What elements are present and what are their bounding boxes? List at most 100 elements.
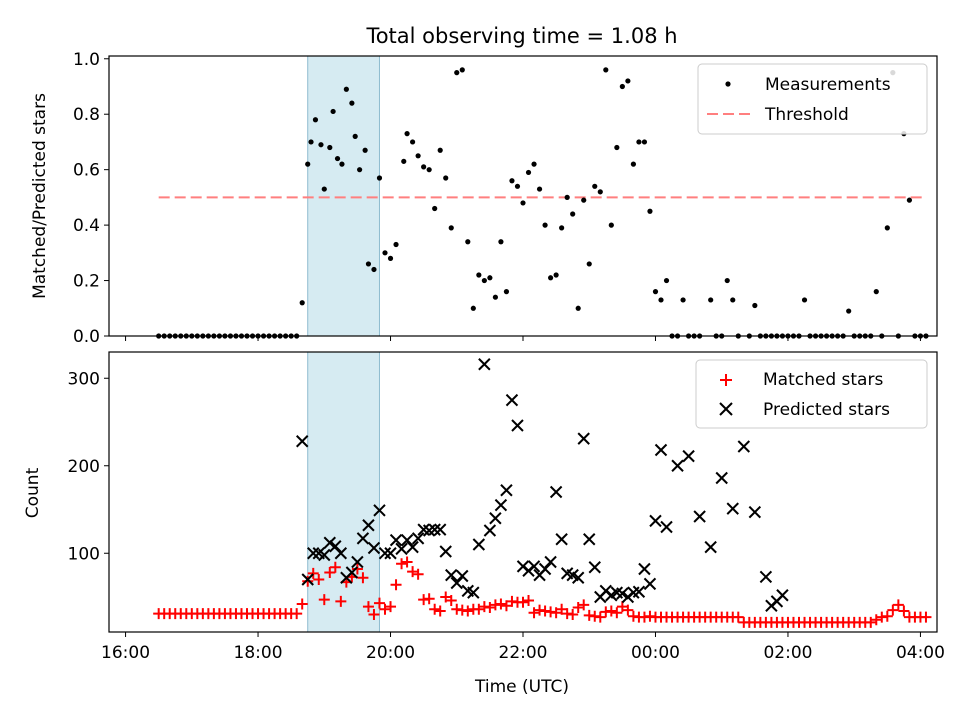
predicted-star-point xyxy=(654,443,668,457)
legend-predicted-marker xyxy=(719,402,733,416)
predicted-star-point xyxy=(555,533,568,546)
predicted-star-point xyxy=(649,514,662,528)
measurement-point xyxy=(492,294,498,300)
predicted-star-point xyxy=(577,432,590,445)
top-measurement-points xyxy=(156,67,929,339)
bottom-panel: 100 200 300 16:00 18:00 20:00 22:00 00:00 02:00… xyxy=(23,351,945,697)
measurement-point xyxy=(415,153,421,159)
measurement-point xyxy=(349,100,355,106)
matched-star-point xyxy=(523,595,535,606)
matched-star-point xyxy=(307,567,319,579)
measurement-point xyxy=(421,164,427,170)
measurement-point xyxy=(658,297,664,303)
bottom-x-tick-label: 20:00 xyxy=(366,643,415,663)
measurement-point xyxy=(321,186,327,192)
measurement-point xyxy=(542,222,548,228)
matched-star-point xyxy=(373,597,385,609)
measurement-point xyxy=(873,289,879,295)
predicted-star-point xyxy=(500,484,513,497)
predicted-star-point xyxy=(726,502,739,515)
measurement-point xyxy=(559,225,565,231)
legend-matched-marker xyxy=(720,374,732,386)
predicted-star-point xyxy=(544,555,557,569)
predicted-star-point xyxy=(351,555,364,569)
predicted-star-point xyxy=(704,540,717,554)
predicted-star-point xyxy=(660,520,673,534)
top-y-tick-label: 1.0 xyxy=(73,50,100,70)
measurement-point xyxy=(339,161,345,167)
matched-star-point xyxy=(556,603,568,615)
predicted-star-point xyxy=(411,532,425,545)
matched-star-point xyxy=(357,572,369,584)
predicted-star-point xyxy=(318,548,331,562)
top-plot-frame xyxy=(108,55,938,337)
bottom-x-tick-label: 22:00 xyxy=(499,643,548,663)
bottom-y-tick-label: 100 xyxy=(68,544,100,564)
measurement-point xyxy=(570,211,576,217)
measurement-point xyxy=(708,297,714,303)
predicted-star-point xyxy=(301,573,314,586)
predicted-star-point xyxy=(389,533,403,547)
measurement-point xyxy=(454,70,460,76)
top-y-axis-label: Matched/Predicted stars xyxy=(30,93,50,299)
measurement-point xyxy=(443,175,449,181)
matched-star-point xyxy=(567,609,579,620)
predicted-star-point xyxy=(478,358,491,371)
matched-star-point xyxy=(291,608,303,620)
bottom-y-ticks: 100 200 300 xyxy=(68,369,109,564)
predicted-star-point xyxy=(588,561,601,574)
predicted-star-point xyxy=(643,577,657,591)
measurement-point xyxy=(312,117,319,123)
top-y-ticks: 0.0 0.2 0.4 0.6 0.8 1.0 xyxy=(73,50,109,347)
predicted-star-point xyxy=(450,576,463,590)
measurement-point xyxy=(592,183,598,189)
predicted-star-point xyxy=(715,471,728,485)
matched-star-point xyxy=(550,607,562,619)
measurement-point xyxy=(647,208,653,214)
measurement-point xyxy=(575,305,581,311)
predicted-star-point xyxy=(527,560,541,573)
predicted-star-point xyxy=(439,545,452,558)
measurement-point xyxy=(448,225,454,231)
matched-star-point xyxy=(484,602,496,613)
top-highlight-span xyxy=(307,55,380,337)
measurement-point xyxy=(404,131,410,137)
top-y-tick-label: 0.8 xyxy=(73,105,100,125)
measurement-point xyxy=(597,189,603,195)
measurement-point xyxy=(801,297,808,303)
measurement-point xyxy=(652,289,659,295)
measurement-point xyxy=(376,175,383,181)
matched-star-point xyxy=(500,600,512,612)
matched-star-point xyxy=(473,603,485,615)
predicted-star-point xyxy=(616,587,629,600)
measurement-point xyxy=(581,197,587,203)
bottom-x-axis-label: Time (UTC) xyxy=(474,677,569,697)
predicted-star-point xyxy=(428,523,441,536)
top-x-ticks xyxy=(125,336,921,341)
predicted-star-point xyxy=(748,505,762,519)
matched-star-point xyxy=(578,599,590,611)
measurement-point xyxy=(432,205,438,212)
measurement-point xyxy=(630,161,637,167)
measurement-point xyxy=(548,275,554,281)
bottom-predicted-points xyxy=(295,358,789,612)
measurement-point xyxy=(724,277,730,284)
predicted-star-point xyxy=(472,538,486,551)
predicted-star-point xyxy=(737,440,751,453)
matched-star-point xyxy=(324,567,336,578)
matched-star-point xyxy=(385,601,397,613)
measurement-point xyxy=(476,272,482,278)
measurement-point xyxy=(334,155,341,162)
matched-star-point xyxy=(517,596,529,608)
matched-star-point xyxy=(313,574,325,585)
measurement-point xyxy=(603,67,609,73)
predicted-star-point xyxy=(356,532,370,545)
matched-star-point xyxy=(462,605,474,617)
predicted-star-point xyxy=(483,524,497,537)
measurement-point xyxy=(509,178,515,184)
matched-star-point xyxy=(445,595,457,606)
top-legend-box xyxy=(697,63,928,135)
top-y-tick-label: 0.6 xyxy=(73,161,100,181)
matched-star-point xyxy=(368,609,380,620)
predicted-star-point xyxy=(671,459,684,472)
